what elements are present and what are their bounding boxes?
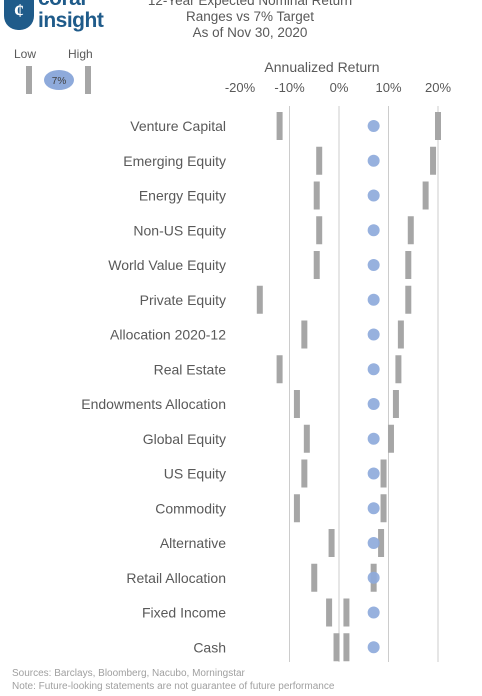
low-bar <box>328 529 335 557</box>
target-marker <box>367 189 380 202</box>
target-marker <box>367 259 380 271</box>
target-marker <box>367 293 380 306</box>
high-bar <box>405 285 412 314</box>
target-marker <box>367 537 380 549</box>
high-bar <box>380 494 387 523</box>
x-tick-label: 10% <box>375 80 401 95</box>
coral-insight-logo: ¢ coral insight <box>0 0 110 34</box>
legend-low-label: Low <box>14 47 37 61</box>
category-label: Endowments Allocation <box>81 396 226 412</box>
category-label: Non-US Equity <box>133 222 226 238</box>
category-label: Private Equity <box>140 292 226 308</box>
low-bar <box>276 355 283 384</box>
low-bar <box>313 181 320 210</box>
target-marker <box>367 120 380 132</box>
low-bar <box>326 598 333 627</box>
tick-labels: -20% -10% 0% 10% 20% <box>225 80 452 95</box>
grid-lines <box>289 106 439 662</box>
high-bar <box>405 251 412 279</box>
category-label: Energy Equity <box>139 188 226 204</box>
legend-high-bar <box>85 66 91 94</box>
high-bar <box>430 146 437 175</box>
category-label: Allocation 2020-12 <box>110 327 226 343</box>
high-bar <box>395 355 402 384</box>
low-bar <box>276 112 283 140</box>
category-label: Fixed Income <box>142 605 226 621</box>
target-marker <box>367 641 380 654</box>
high-bar <box>343 598 350 627</box>
target-marker <box>367 398 380 410</box>
low-bar <box>316 146 323 175</box>
low-bar <box>301 459 308 488</box>
low-bar <box>333 633 340 662</box>
logo-glyph: ¢ <box>14 0 24 22</box>
high-bar <box>387 424 394 453</box>
legend-low-bar <box>26 66 32 94</box>
target-marker <box>367 363 380 376</box>
target-marker <box>367 328 380 341</box>
chart-title: 12-Year Expected Nominal Return <box>147 0 353 8</box>
logo-text: coral insight <box>38 0 104 32</box>
low-bar <box>303 424 310 453</box>
low-bar <box>293 494 300 523</box>
category-label: Cash <box>193 639 226 655</box>
target-marker <box>367 502 380 515</box>
high-bar <box>392 390 399 418</box>
category-label: US Equity <box>164 466 226 482</box>
chart-subtitle-date: As of Nov 30, 2020 <box>192 25 308 40</box>
legend-target-marker <box>44 70 74 90</box>
target-marker <box>367 224 380 237</box>
high-bar <box>397 320 404 349</box>
high-bar <box>435 112 441 140</box>
chart-subtitle-ranges: Ranges vs 7% Target <box>185 9 315 24</box>
category-label: Venture Capital <box>130 118 226 134</box>
high-bar <box>380 459 387 488</box>
chart-rows: Venture Capital Emerging Equity Energy Equ… <box>81 112 441 662</box>
low-bar <box>301 320 308 349</box>
legend-high-label: High <box>68 47 93 61</box>
logo-mark: ¢ <box>4 0 34 30</box>
target-marker <box>367 154 380 167</box>
low-bar <box>316 216 323 245</box>
category-label: Alternative <box>160 535 226 551</box>
low-bar <box>256 285 263 314</box>
target-marker <box>367 571 380 584</box>
legend-target-label: 7% <box>52 76 67 87</box>
x-tick-label: -20% <box>225 80 256 95</box>
target-marker <box>367 432 380 445</box>
x-tick-label: 20% <box>425 80 451 95</box>
x-axis-title: Annualized Return <box>264 59 379 75</box>
logo-line1: coral <box>38 0 103 10</box>
low-bar <box>313 251 320 279</box>
category-label: Emerging Equity <box>123 153 226 169</box>
low-bar <box>311 563 318 592</box>
high-bar <box>422 181 429 210</box>
category-label: Real Estate <box>154 361 227 377</box>
logo-line2: insight <box>38 9 104 32</box>
x-tick-label: 0% <box>330 80 349 95</box>
x-tick-label: -10% <box>274 80 305 95</box>
target-marker <box>367 467 380 480</box>
low-bar <box>293 390 300 418</box>
category-label: Commodity <box>155 500 226 516</box>
category-label: World Value Equity <box>108 257 226 273</box>
footer-note: Note: Future-looking statements are not … <box>12 681 335 692</box>
high-bar <box>378 529 385 557</box>
category-label: Global Equity <box>143 431 226 447</box>
high-bar <box>407 216 414 245</box>
footer-sources: Sources: Barclays, Bloomberg, Nacubo, Mo… <box>12 668 245 679</box>
category-label: Retail Allocation <box>126 570 226 586</box>
target-marker <box>367 606 380 619</box>
high-bar <box>343 633 350 662</box>
